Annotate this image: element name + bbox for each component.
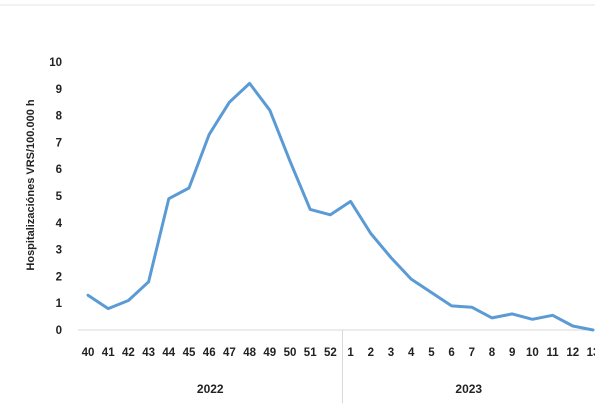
data-point <box>329 213 332 216</box>
x-tick-label: 50 <box>284 347 297 359</box>
data-point <box>147 280 150 283</box>
x-tick-label: 12 <box>566 347 579 359</box>
x-tick-label: 1 <box>347 347 354 359</box>
data-point <box>289 160 292 163</box>
plot-area <box>86 81 595 332</box>
x-tick-label: 48 <box>243 347 256 359</box>
data-point <box>268 109 271 112</box>
data-point <box>208 133 211 136</box>
data-point <box>228 101 231 104</box>
y-axis-label: Hospitalizaciónes VRS/100.000 h <box>25 99 37 270</box>
data-point <box>571 324 574 327</box>
x-tick-label: 45 <box>183 347 196 359</box>
y-tick-label: 3 <box>56 245 62 257</box>
x-tick-label: 9 <box>509 347 515 359</box>
data-point <box>167 197 170 200</box>
data-point <box>491 316 494 319</box>
x-tick-label: 42 <box>122 347 135 359</box>
x-tick-label: 6 <box>448 347 454 359</box>
y-tick-label: 2 <box>56 271 62 283</box>
y-tick-label: 5 <box>56 191 63 203</box>
x-tick-label: 49 <box>263 347 276 359</box>
x-tick-label: 10 <box>526 347 539 359</box>
x-group-label: 2022 <box>197 382 224 396</box>
data-point <box>309 208 312 211</box>
x-tick-label: 51 <box>304 347 317 359</box>
data-point <box>450 304 453 307</box>
data-point <box>188 186 191 189</box>
data-point <box>127 299 130 302</box>
data-point <box>107 307 110 310</box>
data-point <box>511 312 514 315</box>
x-group-label: 2023 <box>455 382 482 396</box>
x-tick-label: 44 <box>162 347 175 359</box>
x-tick-label: 46 <box>203 347 216 359</box>
x-axis: 40 41 42 43 44 45 46 47 48 49 50 51 52 1 2 3 4 5 6 7 8 9 10 11 1… <box>78 329 595 403</box>
y-tick-label: 8 <box>56 111 63 123</box>
y-tick-label: 4 <box>56 218 63 230</box>
data-point <box>87 294 90 297</box>
data-point <box>248 82 251 85</box>
x-tick-label: 41 <box>102 347 115 359</box>
y-tick-label: 7 <box>56 137 62 149</box>
x-tick-label: 2 <box>368 347 374 359</box>
y-tick-label: 0 <box>56 325 62 337</box>
y-tick-label: 9 <box>56 84 62 96</box>
x-tick-label: 7 <box>469 347 475 359</box>
data-point <box>410 278 413 281</box>
x-tick-label: 43 <box>142 347 155 359</box>
data-point <box>551 314 554 317</box>
x-tick-label: 13 <box>587 347 595 359</box>
x-tick-label: 11 <box>547 347 560 359</box>
y-axis-ticks: 0 1 2 3 4 5 6 7 8 9 10 <box>49 57 62 337</box>
y-tick-label: 1 <box>56 298 63 310</box>
x-tick-label: 47 <box>223 347 236 359</box>
x-tick-label: 8 <box>489 347 496 359</box>
data-point <box>531 318 534 321</box>
x-tick-label: 52 <box>324 347 337 359</box>
data-point <box>390 256 393 259</box>
x-tick-label: 3 <box>388 347 394 359</box>
y-tick-label: 10 <box>49 57 62 69</box>
y-tick-label: 6 <box>56 164 62 176</box>
data-point <box>349 200 352 203</box>
data-point <box>369 232 372 235</box>
data-point <box>430 291 433 294</box>
x-tick-label: 5 <box>428 347 435 359</box>
x-tick-label: 4 <box>408 347 415 359</box>
data-point <box>470 306 473 309</box>
series-line <box>86 81 595 332</box>
data-point <box>592 329 595 332</box>
x-tick-label: 40 <box>82 347 95 359</box>
